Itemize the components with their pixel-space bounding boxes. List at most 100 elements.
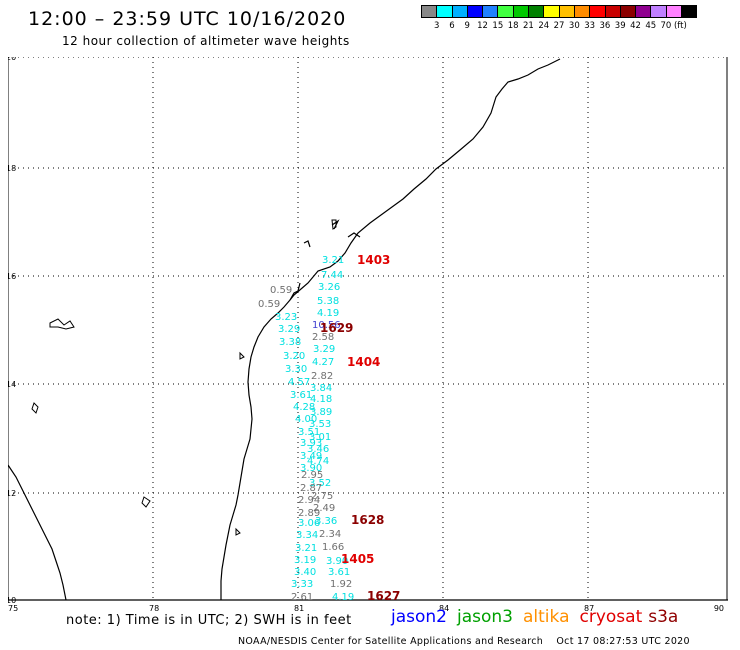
wave-height-value: 3.38 [279, 337, 301, 348]
wave-height-value: 3.01 [309, 432, 331, 443]
island-east-1 [331, 219, 337, 230]
mission-jason2: jason2 [391, 607, 447, 627]
wave-height-value: 2.58 [312, 332, 334, 343]
legend-swatch [665, 5, 683, 18]
cycle-number: 1628 [351, 513, 384, 527]
legend-label-spacer [421, 21, 429, 31]
legend-swatches [421, 5, 698, 18]
island-west-1 [49, 318, 75, 330]
legend-swatch [436, 5, 453, 18]
legend-label: 9 [464, 21, 470, 31]
wave-height-value: 2.49 [313, 503, 335, 514]
wave-height-value: 3.34 [296, 530, 318, 541]
lon-tick-label: 84 [439, 604, 449, 613]
legend-label: 24 [538, 21, 550, 31]
legend-label: 21 [523, 21, 534, 31]
legend-label: 27 [553, 21, 565, 31]
legend-labels: 3 6 9 12 15 18 21 24 27 30 33 36 39 42 45 70 (ft) [421, 21, 696, 31]
island-east-2 [239, 351, 245, 360]
wave-height-value: 3.21 [322, 255, 344, 266]
lon-tick-label: 81 [294, 604, 304, 613]
wave-height-value: 4.19 [332, 592, 354, 603]
cycle-number: 1403 [357, 253, 390, 267]
legend-label: 30 [568, 21, 580, 31]
wave-height-value: 3.33 [291, 579, 313, 590]
mission-jason3: jason3 [457, 607, 513, 627]
wave-height-value: 3.90 [326, 556, 348, 567]
wave-height-value: 4.19 [317, 308, 339, 319]
legend-label: 33 [584, 21, 596, 31]
legend-swatch [543, 5, 560, 18]
lon-tick-label: 87 [584, 604, 594, 613]
legend-swatch [604, 5, 621, 18]
wave-height-value: 4.00 [295, 414, 317, 425]
wave-height-value: 4.28 [293, 402, 315, 413]
wave-height-value: 3.36 [315, 516, 337, 527]
wave-height-value: 3.61 [328, 567, 350, 578]
mission-s3a: s3a [648, 607, 679, 627]
wave-height-value: 4.27 [312, 357, 334, 368]
wave-height-value: 3.23 [275, 312, 297, 323]
wave-height-value: 3.93 [300, 438, 322, 449]
legend-swatch [466, 5, 484, 18]
legend-label: 18 [507, 21, 519, 31]
legend-label: 70 (ft) [660, 21, 687, 31]
lat-tick-label: 20 [8, 57, 16, 62]
cycle-number: 1627 [367, 589, 400, 603]
wave-height-value: 3.06 [298, 518, 320, 529]
lon-tick-label: 78 [149, 604, 159, 613]
wave-height-value: 1.66 [322, 542, 344, 553]
wave-height-value: 5.38 [317, 296, 339, 307]
lon-tick-label: 90 [714, 604, 724, 613]
lat-tick-label: 18 [8, 164, 16, 173]
wave-height-value: 7.44 [321, 270, 343, 281]
cycle-number: 1404 [347, 355, 380, 369]
lat-tick-label: 12 [8, 489, 16, 498]
map-panel: 75 78 81 84 87 90 20 18 16 14 12 10 3.21 7.44 0.59 3.2… [6, 53, 728, 621]
wave-height-value: 2.89 [298, 508, 320, 519]
legend-swatch [619, 5, 637, 18]
legend-label: 42 [630, 21, 641, 31]
wave-height-value: 3.20 [283, 351, 305, 362]
cycle-labels: 1403 1629 1404 1628 1405 1627 [320, 253, 400, 603]
legend-label: 3 [433, 21, 440, 31]
wave-height-value: 2.87 [300, 483, 322, 494]
legend-swatch [482, 5, 499, 18]
map-title: 12:00 – 23:59 UTC 10/16/2020 [28, 8, 347, 30]
color-scale-legend: 3 6 9 12 15 18 21 24 27 30 33 36 39 42 45 70 (ft) [421, 5, 698, 31]
wave-height-value: 3.52 [309, 478, 331, 489]
wave-height-value: 0.59 [270, 285, 292, 296]
wave-height-value: 3.61 [290, 390, 312, 401]
legend-swatch [635, 5, 652, 18]
wave-height-value: 3.21 [295, 543, 317, 554]
cycle-number: 1629 [320, 321, 353, 335]
wave-height-value: 4.74 [307, 456, 329, 467]
map-subtitle: 12 hour collection of altimeter wave hei… [62, 34, 350, 48]
mission-legend: jason2 jason3 altika cryosat s3a [391, 607, 678, 627]
lat-tick-label: 14 [8, 380, 16, 389]
footer-notes: note: 1) Time is in UTC; 2) SWH is in fe… [66, 613, 352, 628]
krishna-delta [289, 219, 361, 301]
graticule [8, 56, 727, 600]
wave-height-value: 3.53 [309, 419, 331, 430]
legend-label: 36 [599, 21, 611, 31]
axis-tick-labels: 75 78 81 84 87 90 20 18 16 14 12 10 [6, 53, 724, 613]
footer-credits: NOAA/NESDIS Center for Satellite Applica… [238, 636, 690, 647]
lon-tick-label: 75 [8, 604, 18, 613]
wave-height-value: 3.49 [300, 451, 322, 462]
legend-swatch [451, 5, 468, 18]
legend-swatch [421, 5, 438, 18]
wave-height-value: 4.57 [288, 377, 310, 388]
legend-label: 15 [492, 21, 504, 31]
wave-height-value: 3.46 [307, 444, 329, 455]
wave-height-value: 3.19 [294, 555, 316, 566]
coastline-india [220, 58, 561, 600]
wave-height-value: 10.56 [312, 320, 341, 331]
wave-height-value: 2.95 [301, 470, 323, 481]
mission-altika: altika [523, 607, 570, 627]
lat-tick-label: 16 [8, 272, 16, 281]
wave-height-value: 3.30 [285, 364, 307, 375]
wave-height-value: 3.29 [313, 344, 335, 355]
legend-swatch [573, 5, 591, 18]
